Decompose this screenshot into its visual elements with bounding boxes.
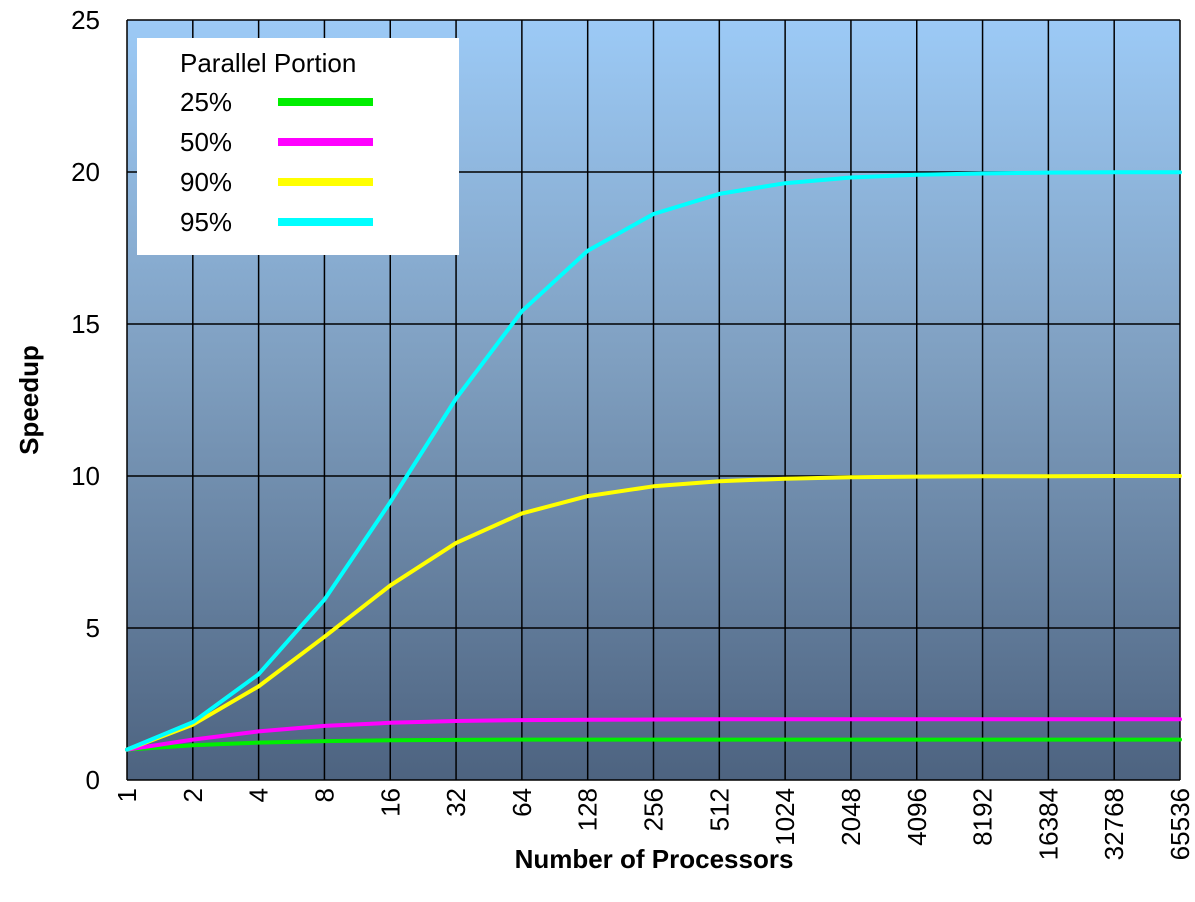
legend: Parallel Portion 25% 50% 90% 95% <box>137 38 459 255</box>
x-tick-label: 128 <box>573 788 603 831</box>
x-tick-label: 64 <box>507 788 537 817</box>
x-tick-label: 512 <box>704 788 734 831</box>
x-tick-label: 4096 <box>902 788 932 846</box>
legend-title: Parallel Portion <box>180 48 356 78</box>
x-tick-label: 65536 <box>1165 788 1195 860</box>
series-line-25pct <box>125 737 1182 752</box>
y-tick-label: 25 <box>71 5 100 35</box>
x-tick-label: 8192 <box>968 788 998 846</box>
x-tick-label: 1024 <box>770 788 800 846</box>
y-tick-label: 20 <box>71 157 100 187</box>
x-tick-label: 2 <box>178 788 208 802</box>
x-tick-label: 8 <box>309 788 339 802</box>
x-tick-labels: 1 2 4 8 16 32 64 128 256 512 1024 2048 4096 8192 16384… <box>112 788 1195 860</box>
y-axis-title: Speedup <box>14 345 44 455</box>
y-tick-label: 10 <box>71 461 100 491</box>
series-line-50pct <box>125 717 1182 752</box>
x-tick-label: 32768 <box>1099 788 1129 860</box>
x-tick-label: 256 <box>639 788 669 831</box>
x-tick-label: 1 <box>112 788 142 802</box>
legend-label: 95% <box>180 207 232 237</box>
x-tick-label: 16384 <box>1033 788 1063 860</box>
legend-label: 50% <box>180 127 232 157</box>
x-tick-label: 2048 <box>836 788 866 846</box>
x-tick-label: 4 <box>244 788 274 802</box>
series-lines <box>125 170 1182 752</box>
series-line-95pct <box>125 170 1182 752</box>
y-tick-label: 15 <box>71 309 100 339</box>
x-axis-title: Number of Processors <box>515 844 794 874</box>
series-line-90pct <box>125 474 1182 752</box>
y-tick-label: 0 <box>86 765 100 795</box>
legend-items: 25% 50% 90% 95% <box>180 87 373 237</box>
legend-label: 90% <box>180 167 232 197</box>
x-tick-label: 32 <box>441 788 471 817</box>
x-tick-label: 16 <box>375 788 405 817</box>
y-tick-label: 5 <box>86 613 100 643</box>
legend-label: 25% <box>180 87 232 117</box>
y-tick-labels: 0 5 10 15 20 25 <box>71 5 100 795</box>
